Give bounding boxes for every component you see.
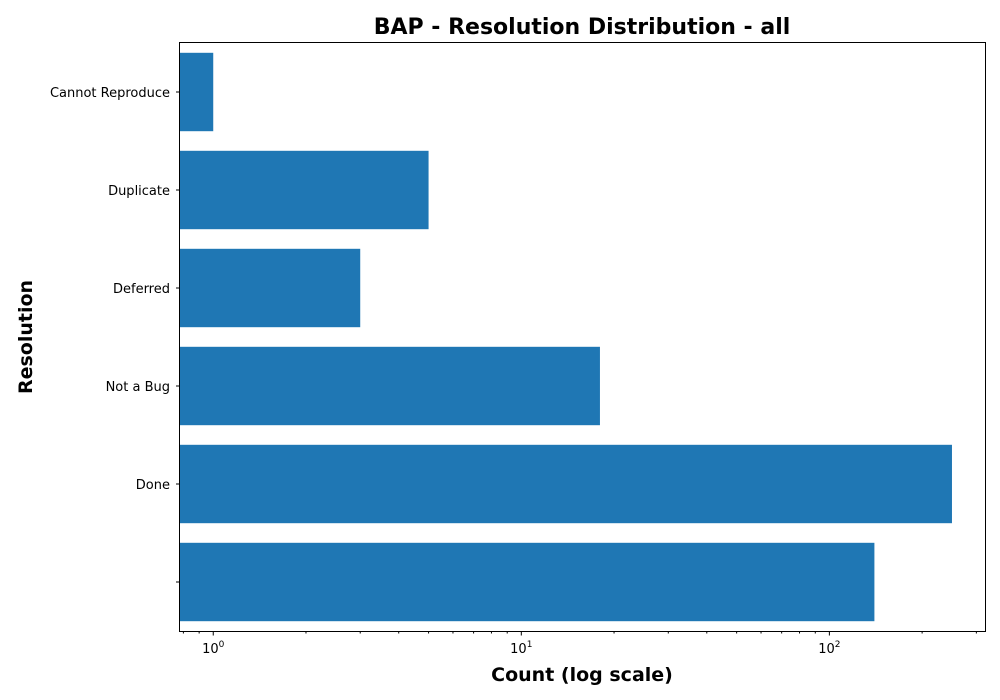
bar-not-a-bug <box>180 346 600 426</box>
y-tick-label: Duplicate <box>108 184 170 199</box>
bar-duplicate <box>180 150 429 230</box>
x-axis-label: Count (log scale) <box>491 664 673 686</box>
x-tick-label: 101 <box>510 640 532 657</box>
y-axis-ticks: Cannot Reproduce Duplicate Deferred Not a B… <box>50 86 180 583</box>
x-tick-label: 100 <box>202 640 225 657</box>
y-tick-label: Cannot Reproduce <box>50 86 170 101</box>
y-axis-label: Resolution <box>15 280 37 394</box>
chart-title: BAP - Resolution Distribution - all <box>374 15 791 40</box>
y-tick-label: Done <box>136 478 170 493</box>
bar-cannot-reproduce <box>180 52 214 132</box>
bars-group <box>180 52 952 622</box>
x-axis-ticks: 100 101 102 <box>182 631 977 657</box>
plot-frame <box>179 42 986 632</box>
bar-deferred <box>180 248 361 328</box>
y-tick-label: Not a Bug <box>106 380 170 395</box>
bar-done <box>180 444 952 524</box>
x-tick-label: 102 <box>818 640 840 657</box>
y-tick-label: Deferred <box>113 282 170 297</box>
bar-unlabeled <box>180 542 875 622</box>
